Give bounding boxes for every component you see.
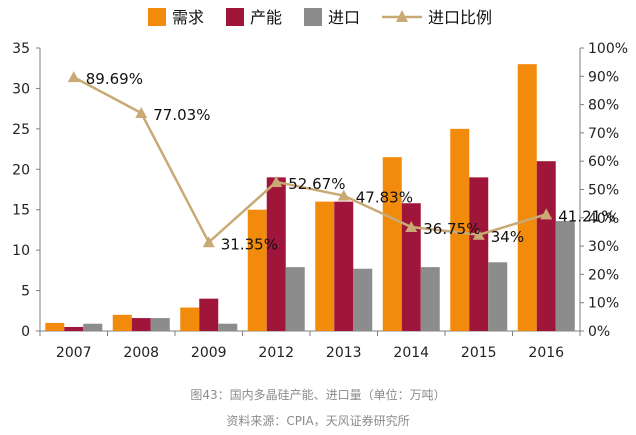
bar-产能 <box>131 318 151 331</box>
data-label: 47.83% <box>356 189 413 207</box>
line-进口比例 <box>73 76 547 245</box>
y-left-tick-label: 10 <box>12 243 30 259</box>
chart-svg: 0 5 10 15 20 25 30 35 0% 10% 20% 30% 40% 50% 60% 70% 80%… <box>12 8 628 361</box>
legend-label: 进口比例 <box>428 8 492 27</box>
y-left-tick-label: 25 <box>12 122 30 138</box>
line-marker <box>540 208 553 220</box>
y-right-tick-label: 40% <box>588 211 619 227</box>
y-right-tick-label: 60% <box>588 154 619 170</box>
bar-进口 <box>353 268 373 331</box>
y-right-tick-label: 50% <box>588 183 619 199</box>
x-tick-label: 2007 <box>56 345 92 361</box>
bar-进口 <box>488 262 508 331</box>
bar-产能 <box>401 203 421 331</box>
y-right-tick-label: 30% <box>588 239 619 255</box>
line-marker <box>202 236 215 248</box>
x-tick-label: 2012 <box>258 345 294 361</box>
y-right-tick-label: 90% <box>588 69 619 85</box>
line-marker <box>135 107 148 119</box>
data-label: 89.69% <box>86 70 143 88</box>
y-right-tick-label: 10% <box>588 296 619 312</box>
x-tick-label: 2008 <box>123 345 159 361</box>
x-tick-label: 2016 <box>528 345 564 361</box>
bar-进口 <box>218 323 238 331</box>
bar-需求 <box>180 307 200 331</box>
legend-swatch <box>148 8 166 26</box>
bar-需求 <box>45 322 65 331</box>
y-left-tick-label: 0 <box>21 324 30 340</box>
y-left-tick-label: 35 <box>12 41 30 57</box>
legend-swatch <box>304 8 322 26</box>
y-right-tick-label: 70% <box>588 126 619 142</box>
data-label: 77.03% <box>153 106 210 124</box>
data-label: 31.35% <box>221 235 278 253</box>
line-marker <box>405 220 418 232</box>
line-marker <box>337 189 350 201</box>
line-marker <box>67 71 80 83</box>
y-left-tick-label: 30 <box>12 81 30 97</box>
bar-需求 <box>315 201 335 331</box>
x-tick-label: 2014 <box>393 345 429 361</box>
x-tick-label: 2015 <box>461 345 497 361</box>
bar-进口 <box>420 267 440 331</box>
bar-需求 <box>382 157 402 331</box>
y-left-tick-label: 5 <box>21 284 30 300</box>
bar-进口 <box>285 267 305 331</box>
legend-swatch <box>226 8 244 26</box>
figure-caption: 图43：国内多晶硅产能、进口量（单位：万吨） <box>190 388 446 402</box>
bar-进口 <box>83 323 103 331</box>
legend-marker <box>396 10 408 22</box>
legend-label: 需求 <box>172 8 204 27</box>
bar-产能 <box>334 201 354 331</box>
data-label: 34% <box>491 228 524 246</box>
y-right-tick-label: 0% <box>588 324 610 340</box>
legend-label: 进口 <box>328 8 360 27</box>
bar-产能 <box>469 177 489 331</box>
data-label: 41.21% <box>558 207 615 225</box>
bar-进口 <box>150 318 170 331</box>
bar-进口 <box>555 221 575 331</box>
line-marker <box>270 175 283 187</box>
data-label: 36.75% <box>423 220 480 238</box>
bar-产能 <box>64 326 84 331</box>
x-tick-label: 2009 <box>191 345 227 361</box>
y-left-tick-label: 15 <box>12 203 30 219</box>
bar-产能 <box>536 161 556 331</box>
bar-产能 <box>266 177 286 331</box>
bar-需求 <box>450 128 470 331</box>
x-tick-label: 2013 <box>326 345 362 361</box>
source-caption: 资料来源：CPIA，天风证券研究所 <box>226 414 410 428</box>
bar-产能 <box>199 298 219 331</box>
bar-需求 <box>517 64 537 332</box>
data-label: 52.67% <box>288 175 345 193</box>
line-marker <box>472 228 485 240</box>
legend-label: 产能 <box>250 8 282 27</box>
y-right-tick-label: 20% <box>588 267 619 283</box>
bar-需求 <box>112 314 132 331</box>
bar-需求 <box>247 209 267 331</box>
y-right-tick-label: 100% <box>588 41 628 57</box>
y-left-tick-label: 20 <box>12 162 30 178</box>
y-right-tick-label: 80% <box>588 98 619 114</box>
